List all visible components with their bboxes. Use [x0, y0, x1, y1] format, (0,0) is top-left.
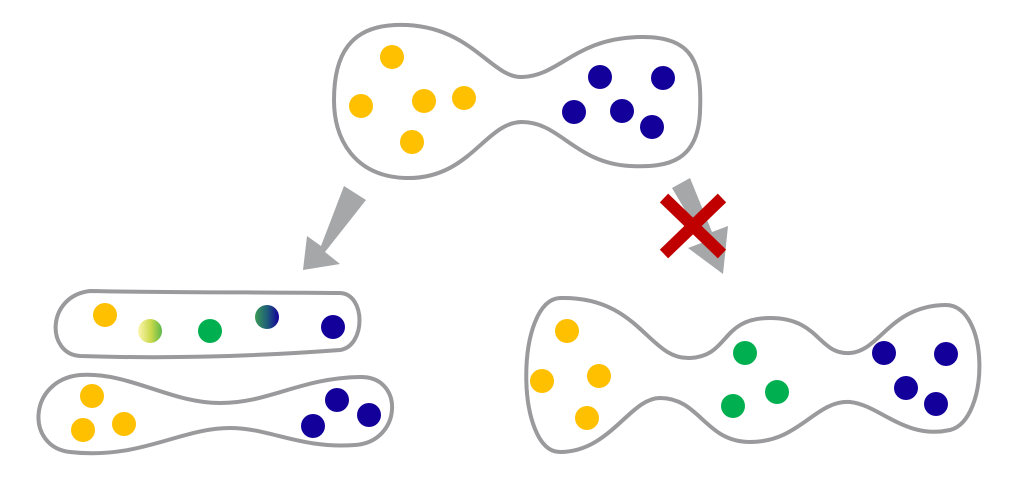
strip-top-yellow-green-gradient-dot — [138, 319, 162, 343]
original-blue-dot — [640, 115, 664, 139]
original-yellow-dot — [400, 130, 424, 154]
merged-blob-outline — [524, 295, 982, 454]
merged-green-dot — [733, 341, 757, 365]
merged-green-dot — [721, 394, 745, 418]
strip-top-green-dot — [198, 319, 222, 343]
merged-green-dot — [765, 380, 789, 404]
cross-icon — [659, 193, 727, 259]
merged-yellow-dot — [530, 369, 554, 393]
strip-top-green-blue-gradient-dot — [255, 305, 279, 329]
strip-top-outline — [53, 289, 362, 360]
merged-yellow-dot — [587, 364, 611, 388]
strip-bottom-blue-dot — [357, 403, 381, 427]
merged-blue-dot — [934, 342, 958, 366]
original-blue-dot — [588, 65, 612, 89]
merged-blue-dot — [924, 392, 948, 416]
original-blue-dot — [562, 100, 586, 124]
strip-top — [53, 289, 362, 360]
merged-blue-dot — [894, 376, 918, 400]
original-yellow-dot — [349, 94, 373, 118]
original-yellow-dot — [380, 45, 404, 69]
original-yellow-dot — [412, 89, 436, 113]
strip-top-blue-dot — [321, 315, 345, 339]
merged-yellow-dot — [555, 319, 579, 343]
arrow-down-left — [303, 186, 366, 270]
original-blue-dot — [651, 66, 675, 90]
original-yellow-dot — [452, 86, 476, 110]
merged-blob — [524, 295, 982, 454]
strip-bottom-blue-dot — [325, 388, 349, 412]
strip-top-yellow-dot — [93, 303, 117, 327]
original-blue-dot — [610, 99, 634, 123]
strip-bottom-yellow-dot — [80, 384, 104, 408]
original-cluster-outline — [332, 22, 703, 181]
strip-bottom-blue-dot — [301, 414, 325, 438]
strip-bottom-yellow-dot — [112, 412, 136, 436]
strip-bottom-yellow-dot — [71, 418, 95, 442]
strip-bottom-outline — [36, 372, 395, 456]
strip-bottom — [36, 372, 395, 456]
original-cluster — [332, 22, 703, 181]
merged-blue-dot — [872, 341, 896, 365]
merged-yellow-dot — [575, 406, 599, 430]
